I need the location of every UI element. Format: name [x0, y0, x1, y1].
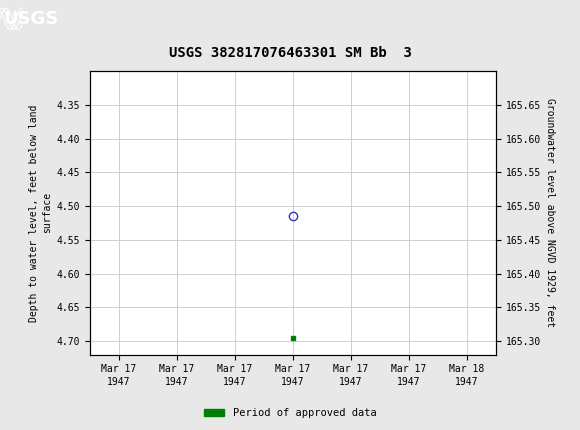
Legend: Period of approved data: Period of approved data — [200, 404, 380, 423]
Text: USGS 382817076463301 SM Bb  3: USGS 382817076463301 SM Bb 3 — [169, 46, 411, 60]
Y-axis label: Groundwater level above NGVD 1929, feet: Groundwater level above NGVD 1929, feet — [545, 98, 555, 327]
Text: USGS: USGS — [3, 10, 58, 28]
Y-axis label: Depth to water level, feet below land
surface: Depth to water level, feet below land su… — [30, 104, 53, 322]
